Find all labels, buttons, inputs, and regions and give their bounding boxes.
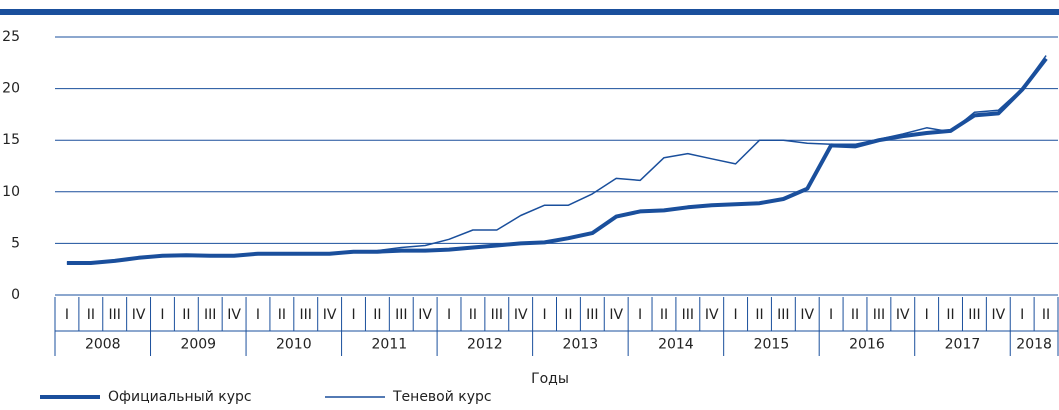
x-tick-label: I bbox=[829, 307, 833, 323]
y-tick-label: 25 bbox=[2, 29, 20, 45]
x-tick-label: IV bbox=[705, 307, 719, 323]
x-tick-label: IV bbox=[514, 307, 528, 323]
x-tick-label: II bbox=[182, 307, 190, 323]
x-tick-label: I bbox=[638, 307, 642, 323]
x-tick-label: III bbox=[204, 307, 216, 323]
year-label: 2015 bbox=[754, 337, 790, 353]
x-tick-label: IV bbox=[609, 307, 623, 323]
y-tick-label: 15 bbox=[2, 132, 20, 148]
x-tick-label: IV bbox=[132, 307, 146, 323]
year-label: 2018 bbox=[1016, 337, 1052, 353]
x-tick-label: I bbox=[734, 307, 738, 323]
x-tick-label: I bbox=[542, 307, 546, 323]
x-axis-label: Годы bbox=[531, 371, 569, 387]
x-tick-label: I bbox=[160, 307, 164, 323]
y-tick-label: 10 bbox=[2, 184, 20, 200]
x-tick-label: IV bbox=[991, 307, 1005, 323]
x-tick-label: IV bbox=[896, 307, 910, 323]
series-line bbox=[66, 57, 1048, 265]
year-label: 2009 bbox=[180, 337, 216, 353]
year-label: 2014 bbox=[658, 337, 694, 353]
x-tick-label: I bbox=[65, 307, 69, 323]
x-tick-label: II bbox=[660, 307, 668, 323]
x-tick-label: III bbox=[395, 307, 407, 323]
series-line bbox=[66, 55, 1047, 264]
x-tick-label: II bbox=[1042, 307, 1050, 323]
y-tick-label: 5 bbox=[11, 235, 20, 251]
year-label: 2016 bbox=[849, 337, 885, 353]
top-bar bbox=[0, 9, 1059, 15]
year-label: 2013 bbox=[563, 337, 599, 353]
year-label: 2010 bbox=[276, 337, 312, 353]
x-tick-label: III bbox=[777, 307, 789, 323]
x-tick-label: I bbox=[256, 307, 260, 323]
x-tick-label: II bbox=[564, 307, 572, 323]
legend-label: Теневой курс bbox=[392, 389, 492, 405]
x-tick-label: II bbox=[755, 307, 763, 323]
x-tick-label: II bbox=[946, 307, 954, 323]
x-tick-label: III bbox=[586, 307, 598, 323]
x-tick-label: III bbox=[300, 307, 312, 323]
year-label: 2011 bbox=[372, 337, 408, 353]
x-tick-label: I bbox=[1020, 307, 1024, 323]
x-tick-label: IV bbox=[418, 307, 432, 323]
x-tick-label: III bbox=[491, 307, 503, 323]
x-tick-label: IV bbox=[800, 307, 814, 323]
x-tick-label: III bbox=[109, 307, 121, 323]
x-tick-label: IV bbox=[227, 307, 241, 323]
x-tick-label: I bbox=[925, 307, 929, 323]
x-tick-label: II bbox=[469, 307, 477, 323]
year-label: 2012 bbox=[467, 337, 503, 353]
x-tick-label: IV bbox=[323, 307, 337, 323]
y-tick-label: 0 bbox=[11, 287, 20, 303]
y-tick-label: 20 bbox=[2, 81, 20, 97]
x-tick-label: II bbox=[373, 307, 381, 323]
x-tick-label: III bbox=[682, 307, 694, 323]
x-tick-label: III bbox=[873, 307, 885, 323]
x-tick-label: II bbox=[87, 307, 95, 323]
x-tick-label: I bbox=[351, 307, 355, 323]
year-label: 2017 bbox=[945, 337, 981, 353]
x-tick-label: III bbox=[968, 307, 980, 323]
x-tick-label: II bbox=[278, 307, 286, 323]
year-label: 2008 bbox=[85, 337, 121, 353]
legend-label: Официальный курс bbox=[108, 389, 252, 405]
x-tick-label: II bbox=[851, 307, 859, 323]
x-tick-label: I bbox=[447, 307, 451, 323]
